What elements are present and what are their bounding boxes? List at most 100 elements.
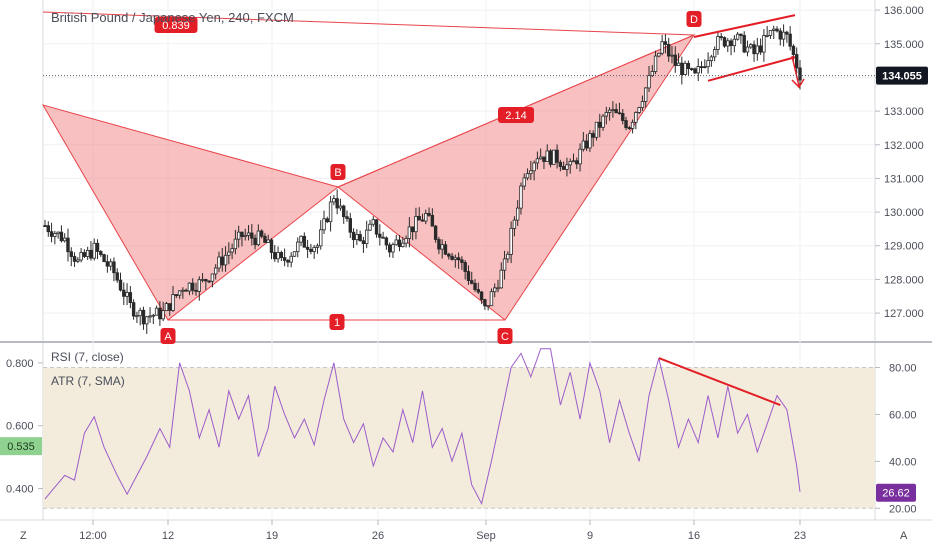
candle-body xyxy=(601,115,605,128)
pattern-triangle-xab xyxy=(41,104,340,321)
candle-body xyxy=(670,54,674,57)
candle-body xyxy=(53,233,57,237)
corner-left-label[interactable]: Z xyxy=(20,530,27,542)
price-channel[interactable] xyxy=(693,14,805,89)
harmonic-pattern[interactable] xyxy=(41,11,696,321)
candle-body xyxy=(775,28,779,32)
candle-body xyxy=(266,239,270,243)
candle-body xyxy=(588,133,592,149)
candle-body xyxy=(381,236,385,239)
rsi-value: 26.62 xyxy=(882,488,910,500)
candle-body xyxy=(535,158,540,164)
candle-body xyxy=(102,254,106,263)
candle-body xyxy=(607,109,612,113)
candle-body xyxy=(598,121,602,128)
candle-body xyxy=(364,229,369,244)
rsi-value-badge xyxy=(876,483,916,502)
atr-value-badge xyxy=(0,437,42,456)
breakdown-arrow-shaft xyxy=(791,55,800,87)
candle-body xyxy=(161,310,165,320)
candle-body xyxy=(246,232,251,236)
candle-body xyxy=(292,251,297,257)
time-tick-label: Sep xyxy=(476,530,496,542)
candle-body xyxy=(785,31,789,35)
price-tick-label: 135.000 xyxy=(884,39,924,51)
ratio-label-xd: 0.839 xyxy=(162,20,190,32)
candle-body xyxy=(532,162,536,172)
candle-body xyxy=(768,29,773,36)
candle-body xyxy=(56,231,60,235)
candle-body xyxy=(115,272,119,281)
candle-body xyxy=(545,150,549,162)
candle-body xyxy=(762,35,766,53)
candle-body xyxy=(450,255,454,260)
candle-body xyxy=(371,219,375,225)
candle-body xyxy=(374,219,379,235)
candle-body xyxy=(529,170,533,175)
candle-body xyxy=(443,244,448,255)
candle-body xyxy=(171,294,175,311)
rsi-tick-label: 60.00 xyxy=(889,409,917,421)
candle-body xyxy=(230,248,234,253)
ratio-line-xd xyxy=(42,11,695,36)
ratio-label-bd: 2.14 xyxy=(505,110,526,122)
candle-body xyxy=(644,87,648,102)
point-label-a: A xyxy=(164,331,172,343)
candle-body xyxy=(515,207,520,221)
candle-body xyxy=(49,231,54,237)
corner-right-label[interactable]: A xyxy=(900,530,908,542)
candle-body xyxy=(233,238,238,250)
candle-body xyxy=(578,148,582,165)
candle-body xyxy=(276,252,280,260)
candle-body xyxy=(693,68,697,74)
candle-body xyxy=(338,205,343,209)
candle-body xyxy=(686,62,691,70)
rsi-tick-label: 20.00 xyxy=(889,503,917,515)
candle-body xyxy=(89,249,93,259)
candle-body xyxy=(348,218,352,233)
rsi-divergence-line xyxy=(658,357,781,406)
candle-body xyxy=(76,259,80,262)
candle-body xyxy=(223,254,228,266)
candle-body xyxy=(519,185,523,209)
price-tick-label: 132.000 xyxy=(884,140,924,152)
candle-body xyxy=(706,60,710,68)
candle-body xyxy=(433,225,438,240)
atr-value: 0.535 xyxy=(7,441,35,453)
candle-body xyxy=(538,156,543,160)
price-tick-label: 128.000 xyxy=(884,274,924,286)
point-label-c: C xyxy=(501,331,509,343)
candle-body xyxy=(378,233,382,238)
candle-body xyxy=(168,303,172,311)
candle-body xyxy=(296,241,300,253)
candle-body xyxy=(627,127,632,130)
candle-body xyxy=(663,41,668,45)
candle-body xyxy=(755,45,760,55)
candle-body xyxy=(66,237,70,253)
candle-body xyxy=(689,68,694,71)
candle-body xyxy=(637,107,641,113)
candle-body xyxy=(273,252,277,260)
candle-body xyxy=(630,121,635,129)
candle-body xyxy=(476,289,481,293)
candle-body xyxy=(417,215,421,221)
candle-body xyxy=(666,44,671,57)
candle-body xyxy=(243,234,247,237)
rsi-line xyxy=(44,348,801,506)
time-tick-label: 16 xyxy=(688,530,700,542)
rsi-legend[interactable]: RSI (7, close) xyxy=(51,350,124,364)
candle-body xyxy=(135,315,139,318)
candle-body xyxy=(332,198,336,203)
candle-body xyxy=(680,62,684,75)
atr-legend[interactable]: ATR (7, SMA) xyxy=(51,374,125,388)
candle-body xyxy=(548,150,553,165)
price-tick-label: 130.000 xyxy=(884,207,924,219)
point-label-d: D xyxy=(690,14,698,26)
candle-body xyxy=(240,231,244,237)
candle-body xyxy=(220,256,224,266)
candle-body xyxy=(719,36,723,38)
last-price-badge xyxy=(876,66,928,85)
candle-body xyxy=(92,242,96,259)
